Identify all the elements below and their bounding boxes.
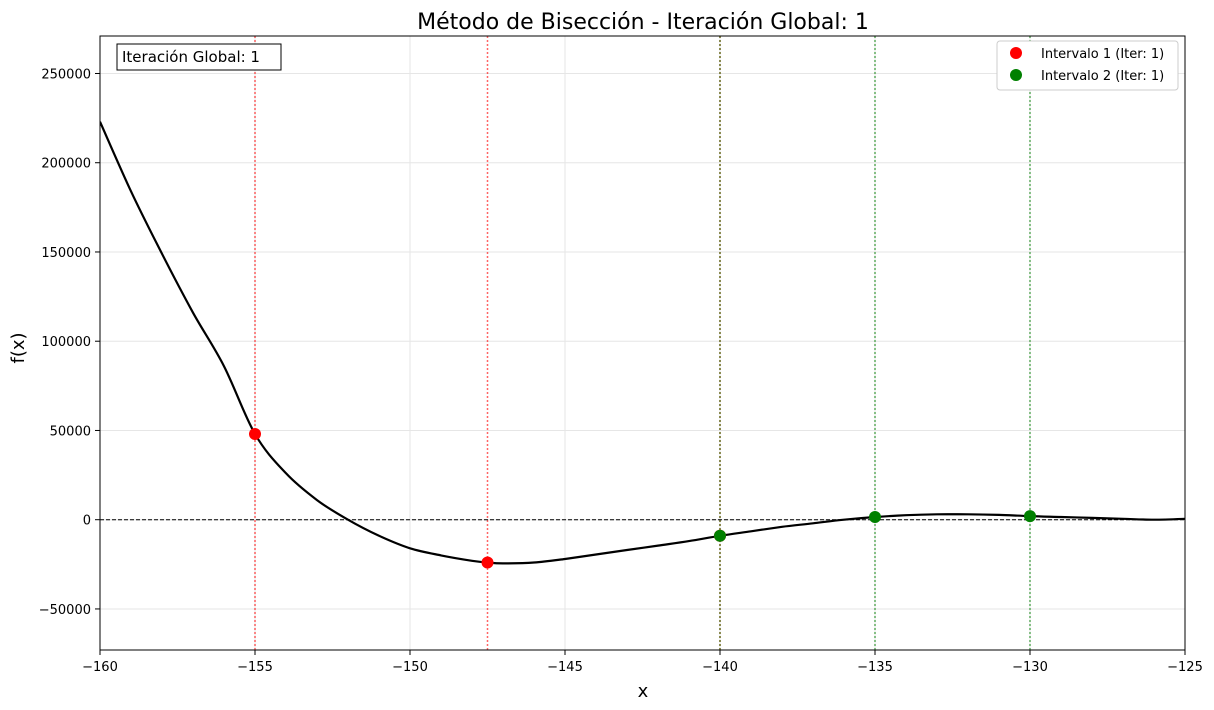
- legend-label-series-1: Intervalo 1 (Iter: 1): [1041, 47, 1164, 62]
- series-2-point-0: [714, 529, 726, 542]
- annotation-box: [116, 43, 282, 71]
- iteration-annotation: Iteración Global: 1: [116, 43, 282, 71]
- function-curve: [100, 121, 1185, 565]
- chart-title: Método de Bisección - Iteración Global: …: [417, 10, 869, 35]
- x-tick-label-5: −135: [857, 660, 893, 675]
- y-tick-label-3: 100000: [41, 335, 91, 350]
- plot-area: −160 −155 −150 −145 −140 −135 −130 −125 −50000 0 5…: [39, 35, 1203, 675]
- annotation-text: Iteración Global: 1: [122, 48, 260, 66]
- plot-frame: [99, 35, 1186, 651]
- x-axis-label: x: [638, 681, 649, 702]
- y-tick-label-0: −50000: [39, 603, 91, 618]
- x-tick-label-6: −130: [1012, 660, 1048, 675]
- series-2-point-2: [1024, 510, 1036, 523]
- series-1-point-0: [249, 428, 261, 441]
- y-tick-label-6: 250000: [41, 67, 91, 82]
- x-tick-label-0: −160: [82, 660, 118, 675]
- legend: Intervalo 1 (Iter: 1) Intervalo 2 (Iter:…: [996, 40, 1179, 91]
- x-tick-label-4: −140: [702, 660, 738, 675]
- y-tick-label-1: 0: [83, 514, 91, 529]
- legend-box: [996, 40, 1179, 91]
- y-axis-label: f(x): [8, 332, 29, 363]
- x-tick-label-1: −155: [237, 660, 273, 675]
- y-tick-label-5: 200000: [41, 157, 91, 172]
- x-tick-label-2: −150: [392, 660, 428, 675]
- legend-marker-series-2: [1010, 69, 1022, 81]
- x-tick-label-3: −145: [547, 660, 583, 675]
- series-2-point-1: [869, 511, 881, 524]
- legend-label-series-2: Intervalo 2 (Iter: 1): [1041, 69, 1164, 84]
- y-tick-label-4: 150000: [41, 246, 91, 261]
- y-tick-label-2: 50000: [50, 424, 91, 439]
- legend-marker-series-1: [1010, 47, 1022, 59]
- x-tick-label-7: −125: [1167, 660, 1203, 675]
- series-1-point-1: [481, 556, 494, 569]
